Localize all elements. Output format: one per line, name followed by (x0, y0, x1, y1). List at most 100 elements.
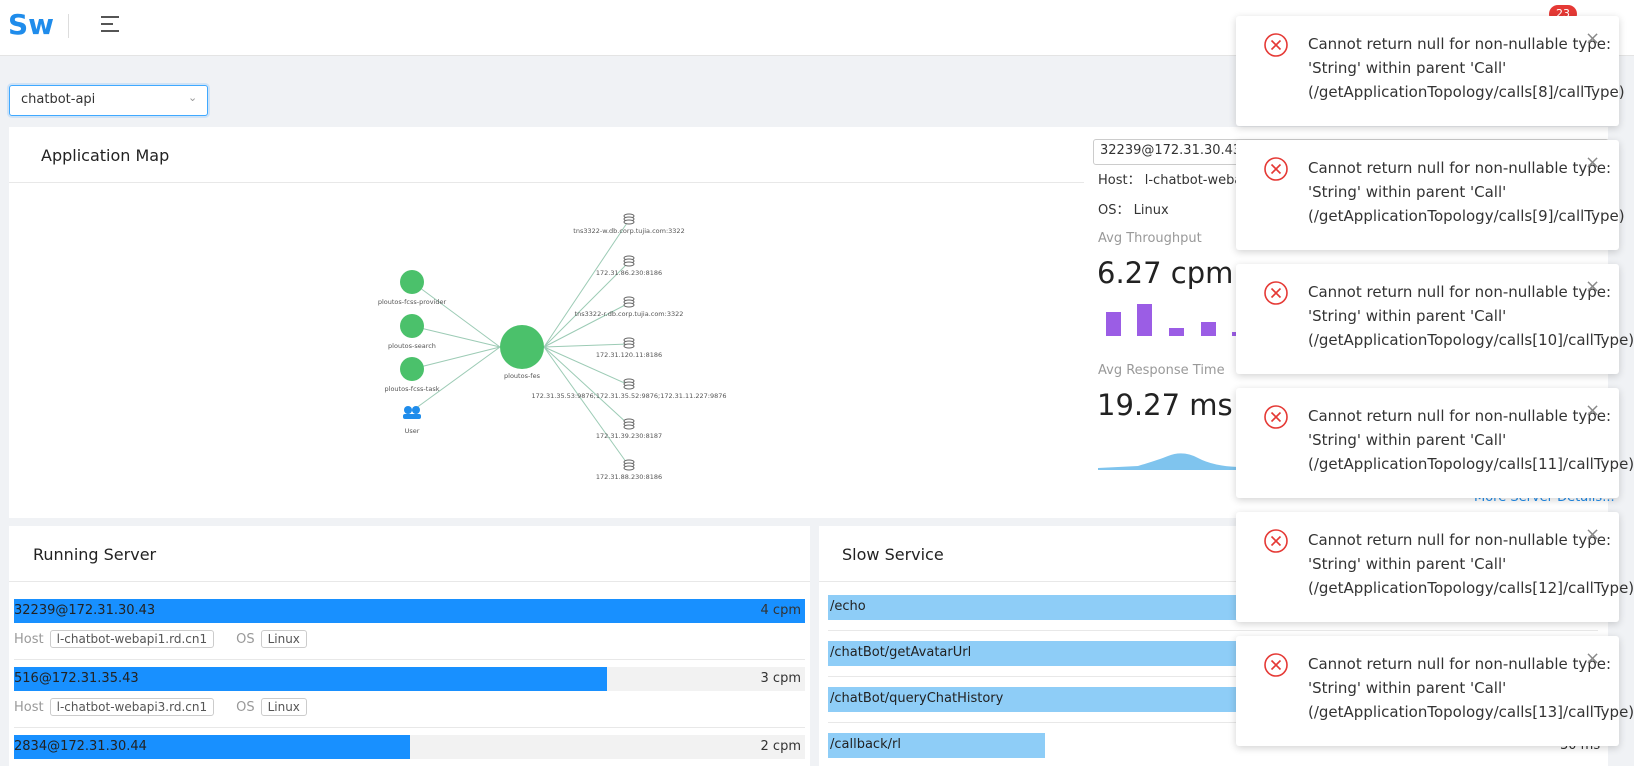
close-button[interactable]: × (1585, 524, 1601, 545)
edge (411, 346, 501, 370)
divider (14, 727, 805, 728)
logo[interactable]: Sw (8, 8, 55, 41)
close-button[interactable]: × (1585, 152, 1601, 173)
close-button[interactable]: × (1585, 276, 1601, 297)
server-meta: Host l-chatbot-webapi3.rd.cn1 OS Linux (14, 698, 307, 716)
edge (411, 281, 501, 348)
db-icon (623, 261, 635, 267)
server-name: 516@172.31.35.43 (14, 671, 139, 686)
os-value: Linux (1133, 203, 1169, 218)
error-message: Cannot return null for non-nullable type… (1308, 32, 1625, 104)
bar (828, 733, 1045, 758)
message-line: 'String' within parent 'Call' (1308, 307, 1507, 325)
host-tag: l-chatbot-webapi3.rd.cn1 (49, 698, 215, 716)
application-map: ploutos-fcss-provider ploutos-search plout… (378, 213, 727, 481)
db-icon (623, 384, 635, 390)
db-icon (623, 424, 635, 430)
server-cpm: 2 cpm (760, 739, 801, 754)
divider (828, 630, 1598, 631)
service-node (400, 314, 424, 338)
host-tag: l-chatbot-webapi1.rd.cn1 (49, 630, 215, 648)
user-icon (412, 406, 420, 414)
host-info: Host： l-chatbot-weba (1098, 169, 1242, 188)
app-select[interactable]: chatbot-api ⌄ (9, 85, 208, 116)
error-toast: Cannot return null for non-nullable type… (1236, 16, 1625, 126)
node-label: ploutos-fcss-provider (378, 298, 447, 306)
message-line: Cannot return null for non-nullable type… (1308, 283, 1612, 301)
edge (543, 346, 630, 467)
running-server-title: Running Server (33, 545, 157, 564)
host-label: Host： (1098, 173, 1141, 188)
node-label: 172.31.120.11:8186 (596, 351, 662, 359)
db-icon (623, 302, 635, 308)
message-line: Cannot return null for non-nullable type… (1308, 407, 1612, 425)
message-line: (/getApplicationTopology/calls[13]/callT… (1308, 703, 1634, 721)
node-label: 172.31.86.230:8186 (596, 269, 662, 277)
os-tag: Linux (260, 698, 307, 716)
node-label: 172.31.35.53:9876;172.31.35.52:9876;172.… (532, 392, 727, 400)
divider (9, 182, 1084, 183)
app-select-value: chatbot-api (21, 92, 96, 107)
message-line: 'String' within parent 'Call' (1308, 679, 1507, 697)
message-line: Cannot return null for non-nullable type… (1308, 531, 1612, 549)
chevron: ⌄ (188, 91, 198, 104)
response-value: 19.27 ms (1097, 388, 1233, 422)
message-line: (/getApplicationTopology/calls[12]/callT… (1308, 579, 1634, 597)
os-label: OS (236, 632, 255, 647)
message-line: (/getApplicationTopology/calls[10]/callT… (1308, 331, 1634, 349)
server-meta: Host l-chatbot-webapi1.rd.cn1 OS Linux (14, 630, 307, 648)
endpoint-name: /callback/rl (830, 737, 901, 752)
divider (9, 581, 810, 582)
error-icon (1264, 157, 1288, 181)
error-icon (1264, 405, 1288, 429)
os-label: OS (236, 700, 255, 715)
close-button[interactable]: × (1585, 400, 1601, 421)
server-cpm: 4 cpm (760, 603, 801, 618)
service-node (400, 357, 424, 381)
endpoint-name: /chatBot/queryChatHistory (830, 691, 1004, 706)
message-line: Cannot return null for non-nullable type… (1308, 655, 1612, 673)
bar (14, 599, 805, 623)
error-message: Cannot return null for non-nullable type… (1308, 404, 1634, 476)
message-line: 'String' within parent 'Call' (1308, 183, 1507, 201)
service-node (400, 270, 424, 294)
host-label: Host (14, 632, 44, 647)
user-icon (404, 406, 412, 414)
server-name: 2834@172.31.30.44 (14, 739, 147, 754)
error-toast: Cannot return null for non-nullable type… (1236, 264, 1634, 374)
edge (543, 219, 630, 348)
service-node (500, 325, 544, 369)
bar (14, 735, 410, 759)
os-tag: Linux (260, 630, 307, 648)
message-line: (/getApplicationTopology/calls[9]/callTy… (1308, 207, 1625, 225)
menu-toggle[interactable] (100, 15, 120, 33)
slow-service-title: Slow Service (842, 545, 944, 564)
endpoint-name: /echo (830, 599, 866, 614)
os-label: OS： (1098, 203, 1130, 218)
close-button[interactable]: × (1585, 648, 1601, 669)
instance-value: 32239@172.31.30.43 (1100, 143, 1242, 158)
throughput-sparkbars (1106, 304, 1240, 336)
error-message: Cannot return null for non-nullable type… (1308, 156, 1625, 228)
server-name: 32239@172.31.30.43 (14, 603, 156, 618)
divider (819, 581, 1608, 582)
node-label: tns3322-w.db.corp.tujia.com:3322 (573, 227, 684, 235)
edge (543, 346, 630, 386)
response-label: Avg Response Time (1098, 363, 1225, 378)
error-message: Cannot return null for non-nullable type… (1308, 280, 1634, 352)
close-button[interactable]: × (1585, 28, 1601, 49)
node-label: ploutos-search (388, 342, 436, 350)
error-icon (1264, 281, 1288, 305)
divider (14, 659, 805, 660)
message-line: (/getApplicationTopology/calls[8]/callTy… (1308, 83, 1625, 101)
edge (411, 346, 501, 412)
user-icon (403, 414, 421, 419)
node-label: tns3322-r.db.corp.tujia.com:3322 (575, 310, 684, 318)
divider (828, 676, 1598, 677)
message-line: 'String' within parent 'Call' (1308, 59, 1507, 77)
error-toast: Cannot return null for non-nullable type… (1236, 140, 1625, 250)
message-line: Cannot return null for non-nullable type… (1308, 159, 1612, 177)
error-icon (1264, 33, 1288, 57)
edge (543, 346, 630, 426)
